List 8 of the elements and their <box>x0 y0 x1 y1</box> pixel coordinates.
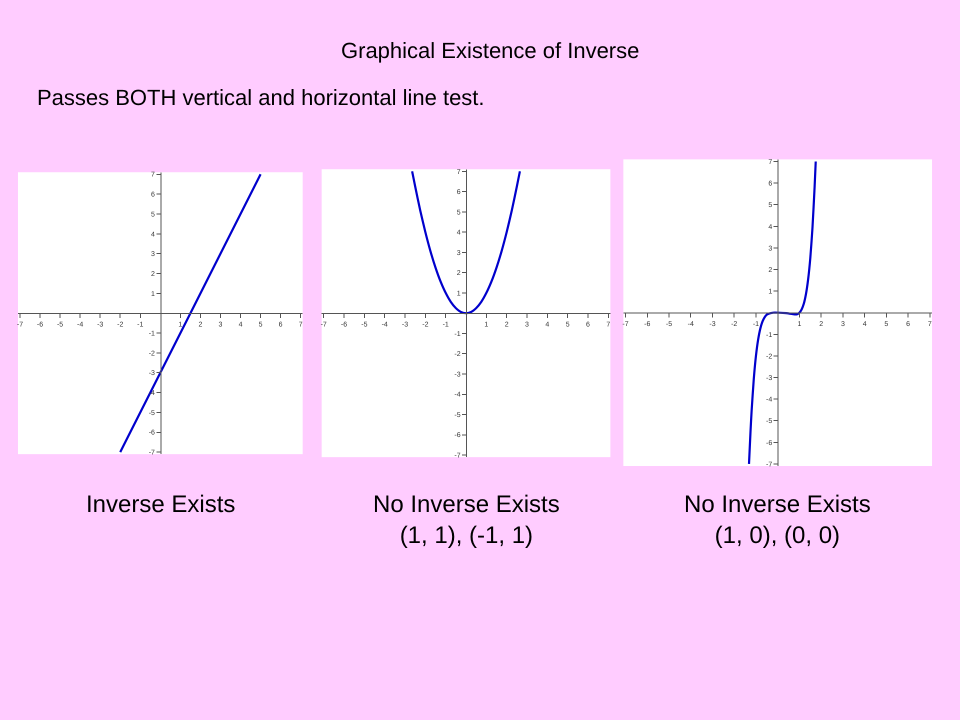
chart-subtitle: Passes BOTH vertical and horizontal line test. <box>37 85 485 110</box>
text: Inverse Exists <box>86 491 236 518</box>
line-series <box>119 173 262 454</box>
text: No Inverse Exists (1, 0), (0, 0) <box>684 491 871 550</box>
line-series <box>748 160 817 465</box>
line-series <box>411 170 521 314</box>
chart-title: Graphical Existence of Inverse <box>341 38 640 63</box>
text: No Inverse Exists (1, 1), (-1, 1) <box>373 491 560 550</box>
